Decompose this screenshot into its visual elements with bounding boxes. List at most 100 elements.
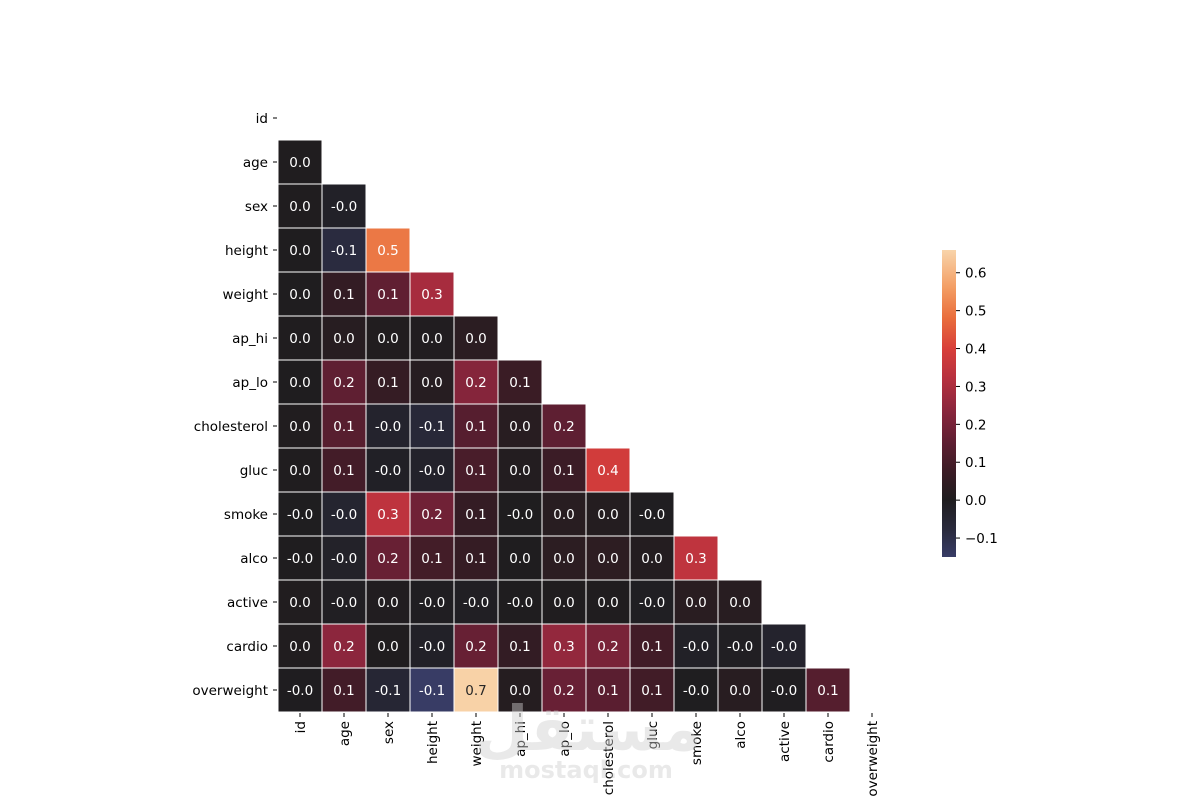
cell-label-ap_lo-weight: 0.2 bbox=[465, 375, 486, 391]
cell-label-gluc-sex: -0.0 bbox=[375, 463, 401, 479]
heatmap-cell-alco-cholesterol bbox=[585, 535, 631, 581]
heatmap-cell-weight-height bbox=[409, 271, 455, 317]
cell-label-ap_hi-age: 0.0 bbox=[333, 331, 354, 347]
x-tick-label-active: active bbox=[777, 721, 793, 762]
heatmap-cell-cardio-gluc bbox=[629, 623, 675, 669]
cell-label-gluc-cholesterol: 0.4 bbox=[597, 463, 618, 479]
heatmap-cell-active-id bbox=[277, 579, 323, 625]
cell-label-overweight-cardio: 0.1 bbox=[817, 683, 838, 699]
heatmap-cell-gluc-sex bbox=[365, 447, 411, 493]
cell-label-alco-age: -0.0 bbox=[331, 551, 357, 567]
cell-label-overweight-sex: -0.1 bbox=[375, 683, 401, 699]
heatmap-cell-overweight-sex bbox=[365, 667, 411, 713]
heatmap-cell-cardio-active bbox=[761, 623, 807, 669]
heatmap-cell-cardio-cholesterol bbox=[585, 623, 631, 669]
cell-label-gluc-id: 0.0 bbox=[289, 463, 310, 479]
heatmap-cell-age-id bbox=[277, 139, 323, 185]
heatmap-cell-ap_hi-height bbox=[409, 315, 455, 361]
heatmap-cell-sex-id bbox=[277, 183, 323, 229]
heatmap-cell-smoke-height bbox=[409, 491, 455, 537]
colorbar-tick-label-7: 0.6 bbox=[965, 266, 986, 282]
cell-label-weight-height: 0.3 bbox=[421, 287, 442, 303]
cell-label-overweight-cholesterol: 0.1 bbox=[597, 683, 618, 699]
x-tick-label-sex: sex bbox=[381, 721, 397, 744]
cell-label-overweight-smoke: -0.0 bbox=[683, 683, 709, 699]
colorbar: −0.1 0.0 0.1 0.2 0.3 0.4 0.5 0.6 bbox=[942, 250, 998, 557]
heatmap-cell-cholesterol-id bbox=[277, 403, 323, 449]
colorbar-tick-label-2: 0.1 bbox=[965, 455, 986, 471]
heatmap-cell-smoke-gluc bbox=[629, 491, 675, 537]
cell-label-ap_hi-height: 0.0 bbox=[421, 331, 442, 347]
y-tick-label-overweight: overweight bbox=[192, 683, 268, 699]
colorbar-tick-label-6: 0.5 bbox=[965, 304, 986, 320]
x-tick-label-smoke: smoke bbox=[689, 721, 705, 765]
cell-label-alco-cholesterol: 0.0 bbox=[597, 551, 618, 567]
cell-label-overweight-age: 0.1 bbox=[333, 683, 354, 699]
colorbar-ticks: −0.1 0.0 0.1 0.2 0.3 0.4 0.5 0.6 bbox=[956, 266, 998, 547]
cell-label-overweight-height: -0.1 bbox=[419, 683, 445, 699]
cell-label-active-sex: 0.0 bbox=[377, 595, 398, 611]
cell-label-smoke-id: -0.0 bbox=[287, 507, 313, 523]
colorbar-tick-label-4: 0.3 bbox=[965, 379, 986, 395]
heatmap-cell-alco-ap_hi bbox=[497, 535, 543, 581]
heatmap-cell-ap_lo-id bbox=[277, 359, 323, 405]
cell-label-overweight-alco: 0.0 bbox=[729, 683, 750, 699]
heatmap-cell-alco-weight bbox=[453, 535, 499, 581]
y-tick-label-height: height bbox=[225, 243, 268, 259]
heatmap-cell-overweight-alco bbox=[717, 667, 763, 713]
cell-label-alco-gluc: 0.0 bbox=[641, 551, 662, 567]
x-tick-label-height: height bbox=[425, 721, 441, 764]
x-axis: id age sex height weight ap_hi ap_lo cholestero… bbox=[293, 713, 881, 797]
cell-label-cardio-smoke: -0.0 bbox=[683, 639, 709, 655]
heatmap-cell-cholesterol-ap_lo bbox=[541, 403, 587, 449]
y-tick-label-cholesterol: cholesterol bbox=[194, 419, 268, 435]
heatmap-cell-cholesterol-ap_hi bbox=[497, 403, 543, 449]
cell-label-sex-age: -0.0 bbox=[331, 199, 357, 215]
cell-label-ap_hi-weight: 0.0 bbox=[465, 331, 486, 347]
cell-label-smoke-age: -0.0 bbox=[331, 507, 357, 523]
cell-label-active-cholesterol: 0.0 bbox=[597, 595, 618, 611]
heatmap-cell-overweight-ap_lo bbox=[541, 667, 587, 713]
cell-label-cholesterol-height: -0.1 bbox=[419, 419, 445, 435]
colorbar-tick-label-5: 0.4 bbox=[965, 342, 986, 358]
cell-label-cardio-alco: -0.0 bbox=[727, 639, 753, 655]
x-tick-label-alco: alco bbox=[733, 721, 749, 749]
colorbar-tick-label-0: −0.1 bbox=[965, 531, 998, 547]
heatmap-cell-active-height bbox=[409, 579, 455, 625]
cell-label-overweight-active: -0.0 bbox=[771, 683, 797, 699]
cell-label-smoke-ap_hi: -0.0 bbox=[507, 507, 533, 523]
heatmap-cell-cardio-height bbox=[409, 623, 455, 669]
cell-label-smoke-ap_lo: 0.0 bbox=[553, 507, 574, 523]
cell-label-weight-id: 0.0 bbox=[289, 287, 310, 303]
cell-label-cardio-active: -0.0 bbox=[771, 639, 797, 655]
cell-label-cardio-cholesterol: 0.2 bbox=[597, 639, 618, 655]
cell-label-ap_lo-id: 0.0 bbox=[289, 375, 310, 391]
heatmap-cell-gluc-cholesterol bbox=[585, 447, 631, 493]
cell-label-smoke-cholesterol: 0.0 bbox=[597, 507, 618, 523]
cell-label-smoke-weight: 0.1 bbox=[465, 507, 486, 523]
heatmap-cell-smoke-ap_lo bbox=[541, 491, 587, 537]
heatmap-cell-overweight-cholesterol bbox=[585, 667, 631, 713]
cell-label-alco-sex: 0.2 bbox=[377, 551, 398, 567]
y-tick-label-gluc: gluc bbox=[240, 463, 268, 479]
watermark-logo: مستقل bbox=[475, 692, 702, 765]
y-tick-label-age: age bbox=[243, 155, 268, 171]
heatmap-cell-overweight-weight bbox=[453, 667, 499, 713]
y-tick-label-weight: weight bbox=[222, 287, 268, 303]
heatmap-cell-alco-smoke bbox=[673, 535, 719, 581]
cell-label-active-smoke: 0.0 bbox=[685, 595, 706, 611]
colorbar-tick-label-1: 0.0 bbox=[965, 493, 986, 509]
y-axis: id age sex height weight ap_hi ap_lo cholestero… bbox=[192, 111, 277, 699]
x-tick-label-ap_lo: ap_lo bbox=[557, 721, 573, 757]
cell-label-alco-ap_hi: 0.0 bbox=[509, 551, 530, 567]
cell-label-cholesterol-weight: 0.1 bbox=[465, 419, 486, 435]
heatmap-cell-cardio-alco bbox=[717, 623, 763, 669]
heatmap-cell-overweight-gluc bbox=[629, 667, 675, 713]
cell-label-gluc-ap_lo: 0.1 bbox=[553, 463, 574, 479]
cell-label-gluc-height: -0.0 bbox=[419, 463, 445, 479]
cell-label-cardio-height: -0.0 bbox=[419, 639, 445, 655]
y-tick-label-cardio: cardio bbox=[226, 639, 268, 655]
cell-label-active-age: -0.0 bbox=[331, 595, 357, 611]
heatmap-cell-smoke-ap_hi bbox=[497, 491, 543, 537]
